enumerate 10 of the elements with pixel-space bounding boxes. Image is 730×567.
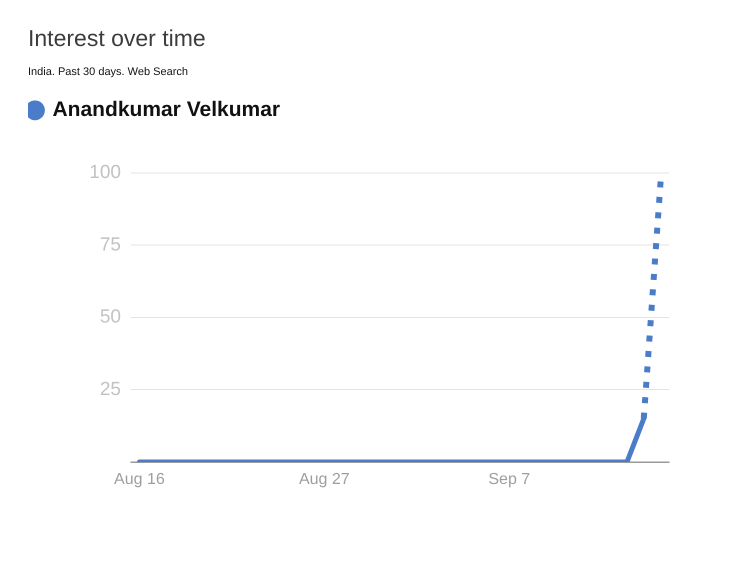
y-tick-label: 25 (100, 378, 121, 400)
chart-subtitle: India. Past 30 days. Web Search (28, 66, 188, 78)
y-tick-label: 75 (100, 234, 121, 256)
x-tick-label: Sep 7 (488, 471, 530, 488)
y-tick-label: 100 (89, 162, 121, 184)
x-tick-label: Aug 27 (298, 471, 350, 488)
y-tick-label: 50 (100, 306, 121, 328)
legend-label: Anandkumar Velkumar (52, 98, 280, 122)
x-tick-label: Aug 16 (114, 471, 165, 488)
chart-title: Interest over time (28, 25, 206, 52)
